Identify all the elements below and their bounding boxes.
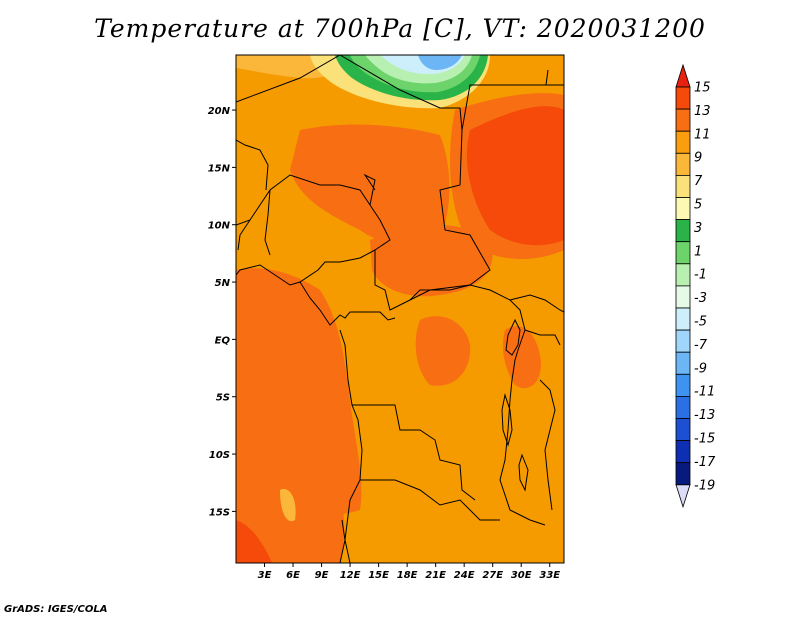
hot-region-east [466,106,564,246]
colorbar: 15 13 11 9 7 5 3 1 -1 -3 -5 -7 -9 -11 -13 -15 -17 -19 [675,63,716,509]
colorbar-swatch [675,395,691,419]
colorbar-label: -1 [694,268,707,283]
colorbar-swatch [675,307,691,331]
colorbar-label: -17 [694,455,716,470]
lon-tick-label: 15E [368,570,389,581]
colorbar-swatch [675,440,691,464]
colorbar-swatch [675,219,691,243]
border-line [339,329,476,501]
colorbar-label: -19 [694,478,715,493]
colorbar-swatch [675,241,691,265]
lat-tick-label: 5S [216,393,230,404]
colorbar-swatch [675,351,691,375]
warm-region-sahara [290,124,450,246]
lon-tick-label: 3E [258,570,272,581]
cool-region-southeast [280,489,296,522]
colorbar-swatch [675,263,691,287]
colorbar-swatch [675,152,691,176]
temperature-field [236,55,564,563]
colorbar-label: -5 [694,315,707,330]
coast-line [236,139,269,191]
colorbar-label: -15 [694,432,715,447]
lat-tick-label: EQ [215,335,231,346]
lon-tick-label: 27E [482,570,503,581]
colorbar-label: 15 [694,81,711,96]
warm-region-southwest [236,420,345,563]
country-borders [236,55,564,563]
lat-tick-label: 10S [209,450,230,461]
cold-center-north [418,55,462,70]
border-line [237,219,251,251]
colorbar-top-arrow [675,63,691,88]
border-line [409,284,526,361]
warm-region-lake [503,326,541,389]
colorbar-swatch [675,197,691,221]
lon-tick-label: 6E [286,570,300,581]
colorbar-swatch [675,108,691,132]
lon-tick-label: 9E [315,570,329,581]
colorbar-label: 1 [694,244,702,259]
warm-region-congo [415,316,471,386]
colorbar-bottom-arrow [675,484,691,509]
colorbar-swatch [675,174,691,198]
border-line [461,84,564,131]
border-line [299,281,396,326]
latitude-axis: 20N 15N 10N 5N EQ 5S 10S 15S [208,106,236,518]
colorbar-label: 5 [694,198,702,213]
lon-tick-label: 30E [511,570,532,581]
border-line [524,329,561,346]
colorbar-label: 7 [694,174,703,189]
lon-tick-label: 12E [340,570,361,581]
colorbar-label: -7 [694,338,708,353]
warm-region-central [370,224,493,297]
colorbar-label: 11 [694,127,711,142]
lat-tick-label: 5N [215,278,231,289]
lat-tick-label: 20N [208,106,231,117]
colorbar-label: -3 [694,291,707,306]
longitude-axis: 3E 6E 9E 12E 15E 18E 21E 24E 27E 30E 33E [258,563,560,581]
lake-outline [501,393,513,447]
lake-outline [518,453,529,492]
colorbar-swatch [675,462,691,486]
border-line [509,294,564,313]
border-line [545,69,549,86]
colorbar-swatch [675,373,691,397]
border-line [499,359,546,526]
colorbar-swatch [675,86,691,110]
border-line [539,379,556,511]
colorbar-swatch [675,329,691,353]
lat-tick-label: 15N [208,163,231,174]
colorbar-label: -9 [694,361,707,376]
colorbar-swatch [675,418,691,442]
lon-tick-label: 21E [425,570,446,581]
border-line [363,173,376,206]
colorbar-label: -13 [694,408,715,423]
lon-tick-label: 18E [397,570,418,581]
hot-region-southwest [236,520,272,563]
colorbar-label: 13 [694,104,711,119]
border-line [360,479,500,521]
lake-outline [505,318,521,356]
colorbar-label: 3 [694,221,702,236]
border-line [236,55,341,103]
colorbar-label: -11 [694,385,715,400]
border-line [236,55,491,311]
lat-tick-label: 15S [209,507,230,518]
chart-title: Temperature at 700hPa [C], VT: 202003120… [94,14,706,43]
grads-credit: GrADS: IGES/COLA [4,604,108,615]
lon-tick-label: 33E [539,570,560,581]
map-frame [235,54,565,564]
colorbar-label: 9 [694,151,702,166]
border-line [264,189,271,256]
colorbar-swatch [675,285,691,309]
colorbar-swatch [675,130,691,154]
lon-tick-label: 24E [454,570,475,581]
coast-line [339,519,346,563]
lat-tick-label: 10N [208,221,231,232]
